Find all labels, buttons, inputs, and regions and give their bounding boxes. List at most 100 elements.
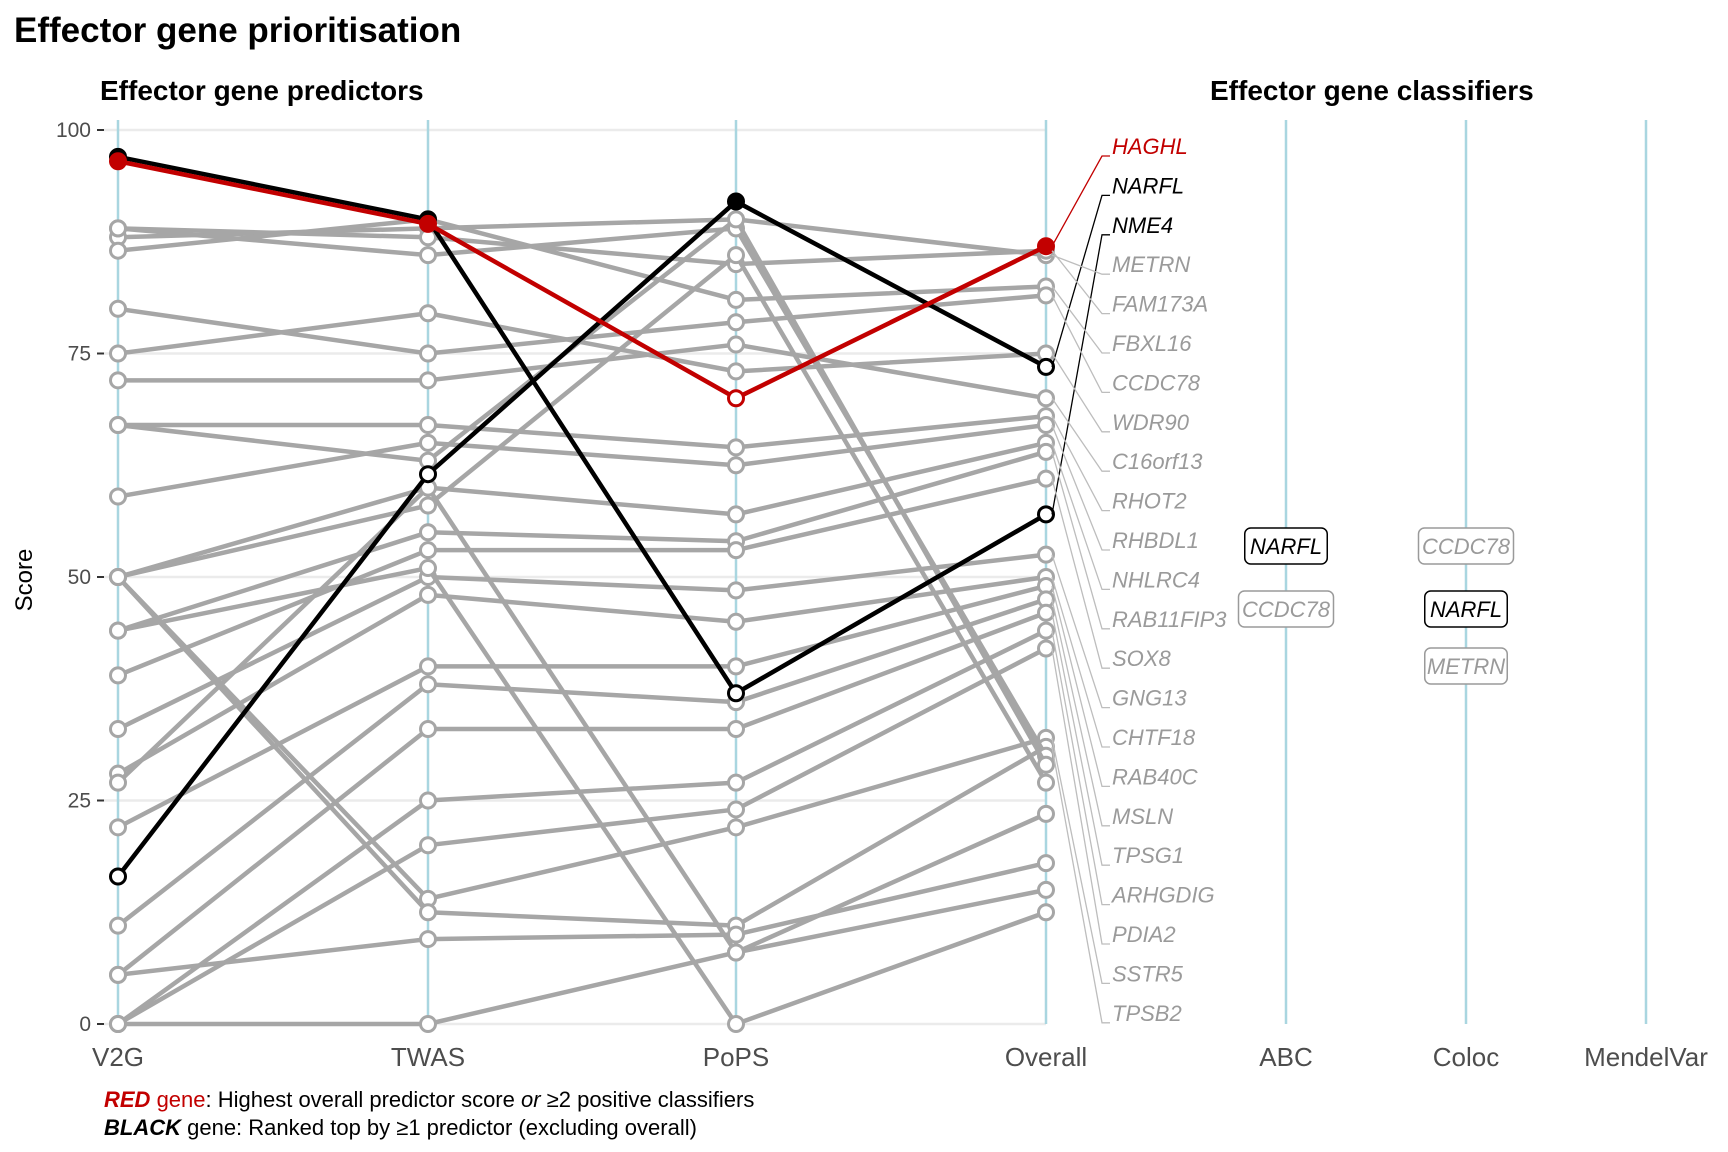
classifier-coloc-narfl-box: [1424, 590, 1508, 628]
series-unlabelled-28-point-v2g: [109, 1015, 127, 1033]
series-ccdc78-point-pops: [727, 313, 745, 332]
gene-label-arhgdig: ARHGDIG: [1110, 883, 1215, 908]
series-haghl-point-twas: [419, 214, 437, 233]
series-msln-point-v2g: [109, 916, 127, 935]
series-arhgdig-point-overall: [1037, 621, 1055, 640]
legend-red-or: or: [520, 1087, 541, 1112]
series-fbxl16-line: [117, 217, 1047, 303]
gene-label-tpsb2: TPSB2: [1112, 1001, 1182, 1026]
gene-label-nhlrc4: NHLRC4: [1112, 567, 1200, 592]
y-tick-label-0: 0: [79, 1013, 91, 1036]
series-sox8-point-pops: [727, 541, 745, 560]
gene-label-wdr90: WDR90: [1112, 410, 1190, 435]
gene-label-narfl-leader: [1051, 194, 1110, 368]
series-unlabelled-25-point-v2g: [109, 568, 127, 586]
gene-label-c16orf13: C16orf13: [1112, 449, 1203, 474]
series-nhlrc4-point-pops: [727, 505, 745, 524]
series-c16orf13-point-pops: [727, 335, 745, 354]
series-msln-point-twas: [419, 675, 437, 694]
classifier-coloc-ccdc78-label: CCDC78: [1422, 534, 1511, 559]
series-sox8-line: [117, 476, 1047, 678]
series-unlabelled-27-point-overall: [1037, 854, 1055, 873]
series-narfl-point-twas: [419, 465, 437, 484]
classifier-coloc-metrn-label: METRN: [1427, 654, 1505, 679]
legend-line-red: RED gene: Highest overall predictor scor…: [104, 1086, 754, 1114]
gene-label-tpsg1-leader: [1051, 612, 1110, 866]
series-rhbdl1-point-v2g: [109, 487, 127, 506]
series-unlabelled-28-point-twas: [419, 1015, 437, 1033]
series-tpsg1-line: [116, 610, 1047, 977]
series-haghl-line: [117, 159, 1047, 401]
series-haghl-point-overall: [1037, 237, 1055, 256]
gene-label-tpsg1: TPSG1: [1112, 843, 1184, 868]
series-rhot2-point-twas: [419, 416, 437, 435]
classifier-abc-ccdc78-box: [1237, 590, 1335, 628]
gene-label-sstr5: SSTR5: [1112, 961, 1184, 986]
series-unlabelled-29-point-v2g: [109, 621, 127, 640]
series-unlabelled-26-point-v2g: [109, 773, 127, 792]
gene-label-ccdc78: CCDC78: [1112, 370, 1201, 395]
x-tick-label-pops: PoPS: [703, 1042, 770, 1072]
series-chtf18-line: [116, 574, 1047, 776]
series-unlabelled-23-point-twas: [419, 246, 437, 265]
series-rhot2-point-pops: [727, 438, 745, 457]
legend-red-mid: : Highest overall predictor score: [205, 1087, 521, 1112]
label-layer: HAGHL NARFL NME4 METRN FAM173A FBXL16 CCDC78 WD…: [1051, 134, 1227, 1026]
classifier-layer: NARFL CCDC78 CCDC78 NARFL METRN: [1237, 527, 1515, 685]
predictor-panel-title: Effector gene predictors: [100, 75, 424, 106]
gene-label-rab40c: RAB40C: [1112, 764, 1198, 789]
series-tpsg1-point-pops: [727, 719, 745, 738]
series-haghl-point-v2g: [109, 152, 127, 171]
series-unlabelled-27-point-pops: [727, 925, 745, 944]
legend-black-word: BLACK: [104, 1115, 181, 1140]
series-unlabelled-29-point-twas: [419, 559, 437, 578]
gene-label-narfl: NARFL: [1112, 173, 1184, 198]
series-pdia2-point-pops: [727, 800, 745, 819]
series-tpsg1-point-overall: [1037, 603, 1055, 622]
classifier-coloc-metrn-box: [1424, 647, 1508, 685]
legend-caption: RED gene: Highest overall predictor scor…: [104, 1086, 754, 1142]
series-nme4-line: [117, 154, 1048, 696]
series-pdia2-line: [116, 646, 1048, 1026]
gene-label-rhot2: RHOT2: [1112, 489, 1187, 514]
gene-label-haghl-leader: [1051, 155, 1110, 247]
series-fbxl16-point-v2g: [109, 241, 127, 260]
series-rab40c-point-v2g: [109, 818, 127, 837]
series-rhbdl1-point-overall: [1037, 416, 1055, 435]
series-pdia2-point-twas: [419, 836, 437, 855]
y-tick-label-100: 100: [56, 119, 91, 142]
classifier-coloc-narfl-label: NARFL: [1430, 597, 1502, 622]
series-c16orf13-point-overall: [1037, 389, 1055, 408]
series-unlabelled-28-line: [118, 887, 1047, 1027]
gene-label-fbxl16-leader: [1051, 286, 1110, 354]
series-unlabelled-25-point-twas: [419, 496, 437, 515]
series-wdr90-point-v2g: [109, 344, 127, 363]
gene-label-chtf18-leader: [1051, 576, 1110, 748]
series-unlabelled-23-point-v2g: [109, 219, 127, 238]
series-chtf18-point-twas: [419, 585, 437, 604]
series-unlabelled-27-point-v2g: [109, 965, 127, 984]
chart-title: Effector gene prioritisation: [14, 11, 461, 50]
series-ccdc78-point-v2g: [109, 299, 127, 318]
gene-label-haghl: HAGHL: [1112, 134, 1188, 159]
series-nhlrc4-line: [117, 440, 1047, 580]
series-unlabelled-28-point-overall: [1037, 880, 1055, 899]
x-tick-label-v2g: V2G: [92, 1042, 144, 1072]
gene-label-arhgdig-leader: [1051, 630, 1110, 906]
gene-label-fam173a: FAM173A: [1112, 292, 1208, 317]
gene-label-pdia2: PDIA2: [1112, 922, 1176, 947]
series-msln-line: [116, 597, 1047, 928]
gene-label-nme4-leader: [1051, 234, 1110, 515]
series-pdia2-point-overall: [1037, 639, 1055, 658]
gene-label-ccdc78-leader: [1051, 295, 1110, 394]
classifier-coloc-ccdc78-box: [1417, 527, 1515, 565]
gene-label-metrn: METRN: [1112, 252, 1190, 277]
series-rab40c-point-twas: [419, 657, 437, 676]
y-tick-label-75: 75: [68, 343, 91, 366]
gene-label-msln-leader: [1051, 599, 1110, 827]
series-unlabelled-29-point-overall: [1037, 903, 1055, 922]
series-narfl-point-v2g: [109, 867, 127, 886]
series-unlabelled-29-line: [117, 565, 1047, 1027]
gene-label-rab11fip3-leader: [1051, 451, 1110, 630]
classifier-panel-title: Effector gene classifiers: [1210, 75, 1534, 106]
